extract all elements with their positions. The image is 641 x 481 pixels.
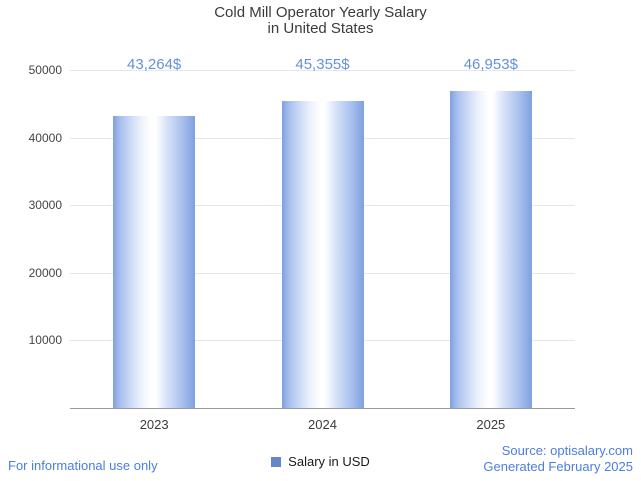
legend: Salary in USD xyxy=(0,454,641,469)
legend-swatch-icon xyxy=(271,456,282,467)
x-axis-label-2023: 2023 xyxy=(139,417,169,432)
page-subtitle: in United States xyxy=(267,20,374,37)
gridline-50000 xyxy=(70,70,575,71)
y-tick-label-50000: 50000 xyxy=(28,63,62,77)
legend-label: Salary in USD xyxy=(288,454,370,469)
x-axis-label-2025: 2025 xyxy=(476,417,506,432)
footer-generated: Generated February 2025 xyxy=(483,459,633,474)
x-axis-label-2024: 2024 xyxy=(308,417,337,432)
footer-source-block: Source: optisalary.com Generated Februar… xyxy=(483,443,633,475)
x-axis-line xyxy=(70,408,575,409)
bar-value-label-2024: 45,355$ xyxy=(295,56,350,73)
footer-source: Source: optisalary.com xyxy=(501,443,633,458)
bar-2023 xyxy=(113,115,196,408)
bar-2024 xyxy=(281,101,364,408)
y-tick-label-10000: 10000 xyxy=(28,333,62,348)
bar-value-label-2023: 43,264$ xyxy=(127,56,182,73)
page-title: Cold Mill Operator Yearly Salary xyxy=(214,4,427,21)
chart-title-block: Cold Mill Operator Yearly Salary in Unit… xyxy=(0,5,641,37)
bar-value-label-2025: 46,953$ xyxy=(463,56,518,73)
footer-disclaimer: For informational use only xyxy=(8,458,158,473)
bar-2025 xyxy=(449,90,532,408)
y-tick-label-20000: 20000 xyxy=(28,265,62,280)
y-tick-label-40000: 40000 xyxy=(28,130,62,145)
y-tick-label-30000: 30000 xyxy=(28,198,62,213)
